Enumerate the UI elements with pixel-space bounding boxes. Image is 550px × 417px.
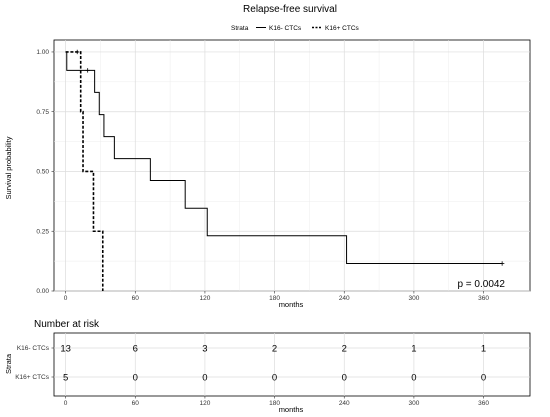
x-tick-label-300: 300: [408, 295, 419, 302]
y-tick-label-0.00: 0.00: [36, 288, 49, 295]
survival-plot: 0 60 120 180 240 300 360 0.00 0.25 0.50 0.75 1.00: [36, 39, 531, 302]
plot-panel: [53, 39, 531, 292]
risk-count: 3: [202, 344, 207, 355]
x-axis-label: months: [279, 300, 304, 309]
legend: Strata K16- CTCs K16+ CTCs: [231, 25, 360, 32]
p-value-annotation: p = 0.0042: [457, 279, 505, 290]
y-axis-label: Survival probability: [4, 136, 13, 199]
risk-row-label: K16+ CTCs: [15, 374, 50, 381]
x-tick-label-360: 360: [478, 295, 489, 302]
risk-table: K16- CTCs 13 6 3 2 2 1 1 K16+ CTCs 5 0 0 0 0 0 0 0 60 120 1…: [15, 332, 531, 407]
risk-count: 1: [481, 344, 486, 355]
risk-x-tick-label: 240: [339, 400, 350, 407]
chart-title: Relapse-free survival: [243, 4, 337, 15]
risk-x-tick-label: 0: [64, 400, 68, 407]
x-tick-label-180: 180: [269, 295, 280, 302]
risk-row-label: K16- CTCs: [17, 345, 50, 352]
risk-x-tick-label: 60: [132, 400, 140, 407]
risk-count: 1: [411, 344, 416, 355]
risk-count: 0: [272, 373, 277, 384]
risk-count: 0: [481, 373, 486, 384]
x-tick-label-120: 120: [199, 295, 210, 302]
censor-mark: [75, 49, 80, 55]
survival-curve-k16-pos: [65, 51, 104, 291]
risk-count: 6: [133, 344, 138, 355]
risk-x-tick-label: 360: [478, 400, 489, 407]
risk-count: 2: [272, 344, 277, 355]
risk-table-panel: [53, 332, 531, 397]
y-tick-label-0.25: 0.25: [36, 228, 49, 235]
risk-table-x-label: months: [279, 405, 304, 414]
legend-title: Strata: [231, 25, 249, 32]
risk-count: 0: [411, 373, 416, 384]
survival-curve-k16-neg: [65, 51, 503, 265]
gridlines: [54, 40, 530, 292]
y-tick-label-0.75: 0.75: [36, 109, 49, 116]
risk-x-tick-label: 180: [269, 400, 280, 407]
risk-table-title: Number at risk: [34, 319, 100, 330]
risk-count: 13: [60, 344, 71, 355]
y-tick-label-0.50: 0.50: [36, 169, 49, 176]
risk-count: 0: [342, 373, 347, 384]
risk-count: 0: [202, 373, 207, 384]
legend-entry-k16-pos: K16+ CTCs: [325, 25, 360, 32]
risk-x-tick-label: 120: [199, 400, 210, 407]
censor-mark: [499, 261, 505, 266]
risk-count: 5: [63, 373, 68, 384]
risk-x-tick-label: 300: [408, 400, 419, 407]
x-tick-label-240: 240: [339, 295, 350, 302]
x-tick-label-60: 60: [132, 295, 140, 302]
legend-entry-k16-neg: K16- CTCs: [269, 25, 302, 32]
x-tick-label-0: 0: [64, 295, 68, 302]
y-tick-label-1.00: 1.00: [36, 49, 49, 56]
risk-count: 2: [342, 344, 347, 355]
risk-table-y-label: Strata: [4, 353, 13, 374]
censor-mark: [85, 68, 90, 73]
risk-count: 0: [133, 373, 138, 384]
